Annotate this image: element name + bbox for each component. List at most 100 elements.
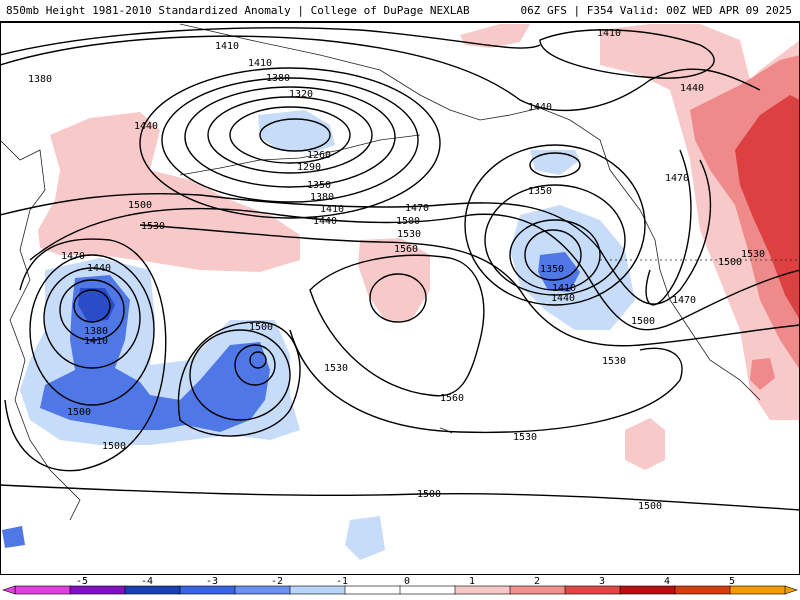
contour-label: 1440 xyxy=(551,293,575,304)
contour-label: 1470 xyxy=(405,203,429,214)
contour-1500-west xyxy=(4,238,167,472)
map-title: 850mb Height 1981-2010 Standardized Anom… xyxy=(6,4,470,17)
coastlines xyxy=(0,23,800,521)
contour-low-east-1350-north xyxy=(529,152,581,178)
contour-label: 1380 xyxy=(266,73,290,84)
contour-low-aleutian-1380 xyxy=(161,77,419,203)
contour-low-aleutian-1350 xyxy=(184,86,396,188)
contour-low-aleutian-1320 xyxy=(207,96,373,174)
colorbar-tick-label: -3 xyxy=(206,576,218,587)
contour-label: 1410 xyxy=(84,336,108,347)
colorbar-segment xyxy=(674,585,731,595)
contour-low-aleutian-1410 xyxy=(139,67,441,219)
map-header: 850mb Height 1981-2010 Standardized Anom… xyxy=(0,0,800,22)
contour-low-west-1470 xyxy=(29,254,155,406)
contour-high-1560 xyxy=(369,273,427,323)
contour-low-east-1410 xyxy=(484,184,626,296)
contour-label: 1380 xyxy=(84,326,108,337)
contour-1410-top xyxy=(539,29,715,79)
colorbar-tick-label: 3 xyxy=(599,576,605,587)
colorbar-legend: -5 -4 -3 -2 -1 0 1 2 3 4 5 xyxy=(0,575,800,600)
contour-label: 1410 xyxy=(248,58,272,69)
colorbar-segment xyxy=(399,585,456,595)
contour-label: 1350 xyxy=(528,186,552,197)
colorbar-right-arrow xyxy=(784,585,798,595)
colorbar-segment xyxy=(234,585,291,595)
contour-1440-north xyxy=(0,35,761,112)
contour-1500 xyxy=(29,207,800,331)
contour-labels: 1380 1410 1410 1380 1320 1260 1290 1350 … xyxy=(28,28,765,512)
contour-label: 1380 xyxy=(28,74,52,85)
weather-map: 1380 1410 1410 1380 1320 1260 1290 1350 … xyxy=(0,22,800,575)
contour-low-central-2 xyxy=(234,344,276,386)
contour-1380-north xyxy=(0,27,541,56)
colorbar-tick-label: -4 xyxy=(141,576,153,587)
contour-low-west-1380 xyxy=(73,289,111,323)
contour-1470-right xyxy=(645,149,692,306)
colorbar-segment xyxy=(124,585,181,595)
contour-label: 1530 xyxy=(741,249,765,260)
contour-1530-mid xyxy=(139,224,800,347)
contour-label: 1530 xyxy=(141,221,165,232)
colorbar-tick-label: -1 xyxy=(336,576,348,587)
colorbar-segment xyxy=(619,585,676,595)
positive-anomaly-subtropical xyxy=(625,418,665,470)
colorbar-segment xyxy=(454,585,511,595)
contour-label: 1470 xyxy=(665,173,689,184)
contour-label: 1560 xyxy=(440,393,464,404)
contour-label: 1410 xyxy=(215,41,239,52)
contour-label: 1500 xyxy=(67,407,91,418)
contour-label: 1530 xyxy=(513,432,537,443)
contour-label: 1350 xyxy=(540,264,564,275)
contour-low-west-1410 xyxy=(59,279,125,341)
alaska-coastline xyxy=(179,23,761,401)
colorbar-tick-label: 0 xyxy=(404,576,410,587)
contour-label: 1530 xyxy=(602,356,626,367)
contour-label: 1500 xyxy=(417,489,441,500)
positive-anomaly-mexico xyxy=(750,358,775,390)
contour-label: 1440 xyxy=(134,121,158,132)
colorbar-segment xyxy=(509,585,566,595)
positive-anomaly-north-pacific xyxy=(460,24,530,48)
contour-label: 1350 xyxy=(307,180,331,191)
contour-low-west-1440 xyxy=(43,267,141,369)
aleutian-chain xyxy=(179,134,421,176)
contour-1530-central xyxy=(177,321,301,437)
contour-label: 1500 xyxy=(631,316,655,327)
contour-label: 1440 xyxy=(528,102,552,113)
contour-label: 1530 xyxy=(397,229,421,240)
colorbar-segment xyxy=(289,585,346,595)
colorbar-segment xyxy=(344,585,401,595)
contour-label: 1530 xyxy=(324,363,348,374)
contour-low-east-1380 xyxy=(509,219,601,291)
negative-anomaly-east-pacific-mid xyxy=(538,252,580,292)
height-contours xyxy=(0,27,800,511)
model-run-info: 06Z GFS | F354 Valid: 00Z WED APR 09 202… xyxy=(520,4,792,17)
contour-low-central-1500 xyxy=(189,329,291,421)
contour-label: 1470 xyxy=(672,295,696,306)
contour-label: 1440 xyxy=(87,263,111,274)
colorbar-segment xyxy=(69,585,126,595)
colorbar-tick-label: -2 xyxy=(271,576,283,587)
contour-label: 1410 xyxy=(552,283,576,294)
colorbar-tick-label: 4 xyxy=(664,576,670,587)
contour-low-east-1440 xyxy=(464,144,646,306)
negative-anomaly-east-pacific-light xyxy=(530,150,580,175)
colorbar-left-arrow xyxy=(2,585,16,595)
colorbar-segment xyxy=(564,585,621,595)
contour-label: 1410 xyxy=(597,28,621,39)
colorbar-tick-label: -5 xyxy=(76,576,88,587)
contour-label: 1320 xyxy=(289,89,313,100)
contour-label: 1260 xyxy=(307,150,331,161)
contour-1470 xyxy=(0,159,712,305)
anomaly-shading xyxy=(2,24,800,560)
contour-label: 1380 xyxy=(310,192,334,203)
contour-label: 1500 xyxy=(249,322,273,333)
positive-anomaly-north-america-dark xyxy=(735,95,800,320)
contour-label: 1290 xyxy=(297,162,321,173)
contour-low-aleutian-1260 xyxy=(259,118,331,152)
colorbar-segment xyxy=(179,585,236,595)
contour-label: 1500 xyxy=(102,441,126,452)
negative-anomaly-southwest xyxy=(2,526,25,548)
contour-label: 1500 xyxy=(396,216,420,227)
